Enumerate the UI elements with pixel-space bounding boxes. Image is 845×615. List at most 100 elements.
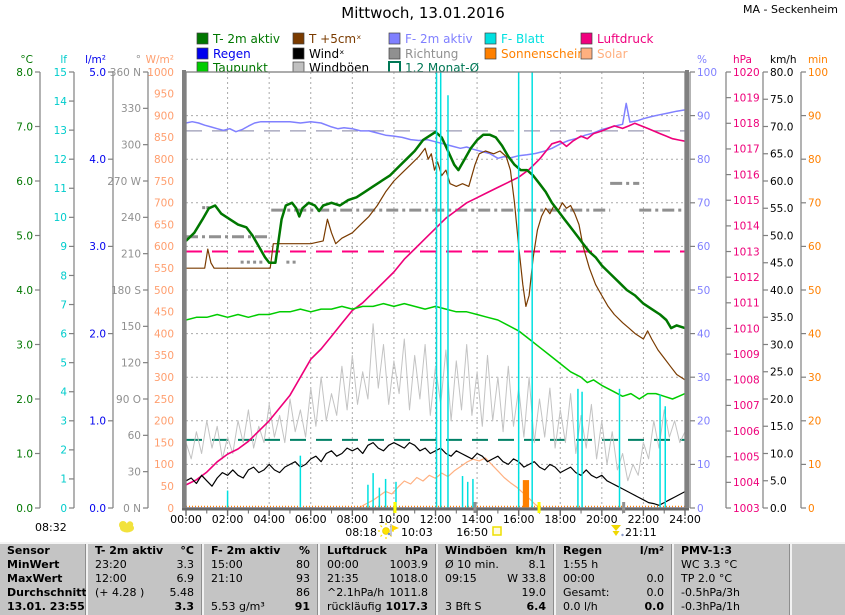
tick-label: 1003 — [733, 503, 760, 515]
series-t-2m-aktiv — [185, 130, 686, 330]
day-event-markers: 08:32 08:18 — [35, 521, 657, 539]
tick-label: 6 — [60, 328, 67, 340]
sunrise-time-label: 08:18 — [345, 526, 377, 539]
tick-label: 1010 — [733, 323, 760, 335]
legend-item[interactable]: Solar — [580, 47, 628, 61]
series-luftdruck — [185, 122, 686, 486]
tick-label: 0.0 — [89, 503, 106, 515]
tick-label: 1016 — [733, 169, 760, 181]
x-tick-label: 02:00 — [212, 513, 244, 526]
tick-label: 9 — [60, 241, 67, 253]
series-t-5cm- — [186, 147, 686, 381]
legend-item[interactable]: Luftdruck — [580, 32, 654, 46]
tick-label: 1009 — [733, 349, 760, 361]
tick-label: 45.0 — [770, 258, 793, 270]
legend-item[interactable]: T +5cmˣ — [292, 32, 361, 46]
tick-label: 50.0 — [770, 230, 793, 242]
legend-label: Regen — [213, 47, 251, 61]
tick-label: 5 — [60, 357, 67, 369]
legend-item[interactable]: Regen — [196, 47, 251, 61]
legend-label: T- 2m aktiv — [212, 32, 280, 46]
legend-swatch — [196, 32, 209, 45]
column-header: Windböen — [445, 544, 508, 557]
tick-label: 14 — [54, 96, 68, 108]
axis-W/m²: 1000950900850800750700650600550500450400… — [146, 54, 174, 515]
legend-item[interactable]: Windˣ — [292, 47, 344, 61]
tick-label: 1015 — [733, 195, 760, 207]
column-unit: % — [298, 544, 310, 557]
tick-label: 80 — [808, 154, 821, 166]
tick-label: 30.0 — [770, 339, 793, 351]
tick-label: 90 O — [116, 394, 141, 406]
table-cell: 09:15 — [445, 572, 477, 585]
wind-direction-dot — [206, 206, 210, 210]
tick-label: 450 — [154, 307, 174, 319]
axis-unit-label: °C — [20, 54, 33, 66]
tick-label: 1 — [60, 474, 67, 486]
legend-item[interactable]: Sonnenschein — [484, 47, 585, 61]
tick-label: 330 — [121, 103, 141, 115]
table-column: F- 2m aktiv% 15:00 80 21:10 93 86 5.53 g/m³ 91 — [204, 544, 320, 615]
tick-label: 40 — [697, 328, 710, 340]
tick-label: 0 — [167, 503, 174, 515]
tick-label: 15.0 — [770, 421, 793, 433]
tick-label: 2.0 — [16, 394, 33, 406]
legend-swatch — [580, 32, 593, 45]
table-cell: (+ 4.28 ) — [95, 586, 145, 599]
table-row: 21:10 93 — [204, 572, 318, 586]
tick-label: 5.0 — [89, 67, 106, 79]
tick-label: 1017 — [733, 144, 760, 156]
wind-direction-dot — [259, 260, 263, 264]
plot-series — [185, 72, 686, 509]
legend-swatch — [292, 32, 305, 45]
wind-direction-dot — [292, 260, 296, 264]
row-label: Durchschnitt — [7, 586, 86, 599]
tick-label: 300 — [121, 139, 141, 151]
moonrise-marker: 21:11 — [611, 525, 657, 539]
tick-label: 7.0 — [16, 121, 33, 133]
legend-item[interactable]: Richtung — [388, 47, 458, 61]
x-tick-label: 14:00 — [461, 513, 493, 526]
table-cell: TP 2.0 °C — [681, 572, 733, 585]
tick-label: 30 — [808, 372, 821, 384]
tick-label: 200 — [154, 416, 174, 428]
moon-cloud-icon — [119, 521, 134, 533]
table-row: F- 2m aktiv% — [204, 544, 318, 558]
tick-label: 10 — [697, 459, 710, 471]
tick-label: 4 — [60, 387, 67, 399]
table-row: 09:15 W 33.8 — [438, 572, 554, 586]
tick-label: 2 — [60, 445, 67, 457]
legend-item[interactable]: F- Blatt — [484, 32, 545, 46]
table-cell: 5.53 g/m³ — [211, 600, 265, 613]
tick-label: 0.0 — [16, 503, 33, 515]
table-row: 00:00 1003.9 — [320, 558, 436, 572]
axis-unit-label: lf — [60, 54, 67, 66]
table-row: 00:00 0.0 — [556, 572, 672, 586]
table-row: 15:00 80 — [204, 558, 318, 572]
tick-label: 90 — [697, 110, 710, 122]
table-cell-value: 86 — [296, 586, 310, 599]
table-cell-value: 0.0 — [644, 600, 665, 613]
down-arrow-icon — [611, 525, 624, 537]
table-cell-value: 0.0 — [646, 586, 665, 599]
tick-label: 10 — [54, 212, 67, 224]
x-tick-label: 22:00 — [628, 513, 660, 526]
x-tick-label: 00:00 — [170, 513, 202, 526]
tick-label: 6.0 — [16, 176, 33, 188]
event-marker-1003: 10:03 — [387, 524, 433, 539]
x-tick-label: 10:00 — [378, 513, 410, 526]
column-unit: °C — [180, 544, 194, 557]
tick-label: 60 — [128, 430, 141, 442]
table-row: MinWert — [0, 558, 86, 572]
tick-label: 1019 — [733, 92, 760, 104]
tick-label: 5.0 — [770, 476, 787, 488]
axis-unit-label: ° — [136, 54, 141, 66]
flag-icon — [387, 524, 399, 536]
column-header: F- 2m aktiv — [211, 544, 281, 557]
table-row: (+ 4.28 ) 5.48 — [88, 586, 202, 600]
legend-label: F- 2m aktiv — [405, 32, 473, 46]
legend-item[interactable]: T- 2m aktiv — [196, 32, 280, 46]
table-row: 0.0 l/h 0.0 — [556, 600, 672, 614]
legend-item[interactable]: F- 2m aktiv — [388, 32, 473, 46]
